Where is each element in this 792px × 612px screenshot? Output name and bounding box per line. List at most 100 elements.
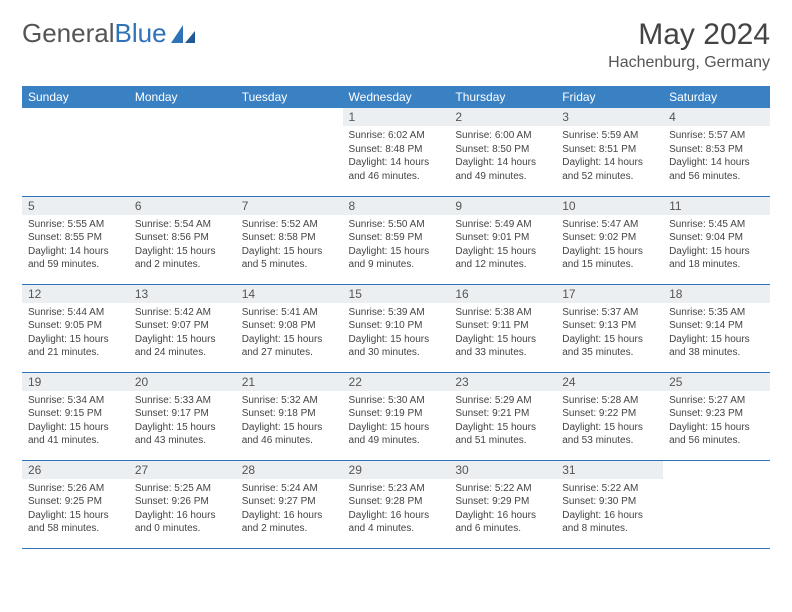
day-number: 28 (236, 461, 343, 479)
daylight-text: Daylight: 14 hours and 56 minutes. (669, 156, 764, 183)
calendar-cell: 18Sunrise: 5:35 AMSunset: 9:14 PMDayligh… (663, 284, 770, 372)
calendar-cell: 3Sunrise: 5:59 AMSunset: 8:51 PMDaylight… (556, 108, 663, 196)
sunset-text: Sunset: 9:25 PM (28, 495, 123, 509)
daylight-text: Daylight: 15 hours and 56 minutes. (669, 421, 764, 448)
calendar-cell: 8Sunrise: 5:50 AMSunset: 8:59 PMDaylight… (343, 196, 450, 284)
day-details: Sunrise: 5:33 AMSunset: 9:17 PMDaylight:… (129, 391, 236, 451)
daylight-text: Daylight: 15 hours and 30 minutes. (349, 333, 444, 360)
daylight-text: Daylight: 14 hours and 59 minutes. (28, 245, 123, 272)
sunrise-text: Sunrise: 5:22 AM (455, 482, 550, 496)
day-details: Sunrise: 5:55 AMSunset: 8:55 PMDaylight:… (22, 215, 129, 275)
day-number: 12 (22, 285, 129, 303)
sunset-text: Sunset: 8:56 PM (135, 231, 230, 245)
sunset-text: Sunset: 8:48 PM (349, 143, 444, 157)
weekday-header: Tuesday (236, 86, 343, 108)
sunset-text: Sunset: 8:53 PM (669, 143, 764, 157)
sunrise-text: Sunrise: 5:49 AM (455, 218, 550, 232)
sunrise-text: Sunrise: 5:24 AM (242, 482, 337, 496)
sunset-text: Sunset: 8:58 PM (242, 231, 337, 245)
calendar-cell: 23Sunrise: 5:29 AMSunset: 9:21 PMDayligh… (449, 372, 556, 460)
sunrise-text: Sunrise: 5:34 AM (28, 394, 123, 408)
calendar-row: 5Sunrise: 5:55 AMSunset: 8:55 PMDaylight… (22, 196, 770, 284)
sunset-text: Sunset: 8:50 PM (455, 143, 550, 157)
sunrise-text: Sunrise: 5:57 AM (669, 129, 764, 143)
day-details: Sunrise: 5:39 AMSunset: 9:10 PMDaylight:… (343, 303, 450, 363)
sunrise-text: Sunrise: 5:59 AM (562, 129, 657, 143)
calendar-cell: 9Sunrise: 5:49 AMSunset: 9:01 PMDaylight… (449, 196, 556, 284)
calendar-table: SundayMondayTuesdayWednesdayThursdayFrid… (22, 86, 770, 549)
day-details: Sunrise: 5:59 AMSunset: 8:51 PMDaylight:… (556, 126, 663, 186)
day-number: 2 (449, 108, 556, 126)
calendar-body: ......1Sunrise: 6:02 AMSunset: 8:48 PMDa… (22, 108, 770, 548)
day-details: Sunrise: 5:25 AMSunset: 9:26 PMDaylight:… (129, 479, 236, 539)
daylight-text: Daylight: 15 hours and 41 minutes. (28, 421, 123, 448)
daylight-text: Daylight: 15 hours and 9 minutes. (349, 245, 444, 272)
sunrise-text: Sunrise: 5:45 AM (669, 218, 764, 232)
sunrise-text: Sunrise: 5:29 AM (455, 394, 550, 408)
title-block: May 2024 Hachenburg, Germany (608, 18, 770, 72)
day-number: 19 (22, 373, 129, 391)
daylight-text: Daylight: 15 hours and 12 minutes. (455, 245, 550, 272)
day-details: Sunrise: 5:26 AMSunset: 9:25 PMDaylight:… (22, 479, 129, 539)
sunrise-text: Sunrise: 5:32 AM (242, 394, 337, 408)
day-details: Sunrise: 5:41 AMSunset: 9:08 PMDaylight:… (236, 303, 343, 363)
sunrise-text: Sunrise: 5:52 AM (242, 218, 337, 232)
weekday-header: Saturday (663, 86, 770, 108)
weekday-header: Friday (556, 86, 663, 108)
day-details: Sunrise: 5:54 AMSunset: 8:56 PMDaylight:… (129, 215, 236, 275)
daylight-text: Daylight: 16 hours and 8 minutes. (562, 509, 657, 536)
calendar-cell: 31Sunrise: 5:22 AMSunset: 9:30 PMDayligh… (556, 460, 663, 548)
location: Hachenburg, Germany (608, 54, 770, 72)
daylight-text: Daylight: 15 hours and 27 minutes. (242, 333, 337, 360)
day-details: Sunrise: 5:22 AMSunset: 9:29 PMDaylight:… (449, 479, 556, 539)
day-details: Sunrise: 5:30 AMSunset: 9:19 PMDaylight:… (343, 391, 450, 451)
sunrise-text: Sunrise: 5:38 AM (455, 306, 550, 320)
day-number: 18 (663, 285, 770, 303)
sunrise-text: Sunrise: 5:37 AM (562, 306, 657, 320)
sunset-text: Sunset: 9:26 PM (135, 495, 230, 509)
day-details: Sunrise: 5:57 AMSunset: 8:53 PMDaylight:… (663, 126, 770, 186)
day-number: 9 (449, 197, 556, 215)
sunrise-text: Sunrise: 5:39 AM (349, 306, 444, 320)
calendar-cell: 4Sunrise: 5:57 AMSunset: 8:53 PMDaylight… (663, 108, 770, 196)
calendar-cell: 20Sunrise: 5:33 AMSunset: 9:17 PMDayligh… (129, 372, 236, 460)
calendar-row: 26Sunrise: 5:26 AMSunset: 9:25 PMDayligh… (22, 460, 770, 548)
daylight-text: Daylight: 15 hours and 15 minutes. (562, 245, 657, 272)
sunrise-text: Sunrise: 5:44 AM (28, 306, 123, 320)
daylight-text: Daylight: 15 hours and 46 minutes. (242, 421, 337, 448)
calendar-cell: 12Sunrise: 5:44 AMSunset: 9:05 PMDayligh… (22, 284, 129, 372)
calendar-cell: 16Sunrise: 5:38 AMSunset: 9:11 PMDayligh… (449, 284, 556, 372)
sunrise-text: Sunrise: 5:28 AM (562, 394, 657, 408)
sunset-text: Sunset: 9:18 PM (242, 407, 337, 421)
day-number: 10 (556, 197, 663, 215)
daylight-text: Daylight: 15 hours and 24 minutes. (135, 333, 230, 360)
sunset-text: Sunset: 9:08 PM (242, 319, 337, 333)
sunrise-text: Sunrise: 6:00 AM (455, 129, 550, 143)
day-details: Sunrise: 5:45 AMSunset: 9:04 PMDaylight:… (663, 215, 770, 275)
sunset-text: Sunset: 9:14 PM (669, 319, 764, 333)
calendar-cell: 7Sunrise: 5:52 AMSunset: 8:58 PMDaylight… (236, 196, 343, 284)
daylight-text: Daylight: 16 hours and 2 minutes. (242, 509, 337, 536)
weekday-header: Wednesday (343, 86, 450, 108)
day-details: Sunrise: 5:52 AMSunset: 8:58 PMDaylight:… (236, 215, 343, 275)
weekday-header: Thursday (449, 86, 556, 108)
sunset-text: Sunset: 9:10 PM (349, 319, 444, 333)
day-details: Sunrise: 5:22 AMSunset: 9:30 PMDaylight:… (556, 479, 663, 539)
daylight-text: Daylight: 15 hours and 49 minutes. (349, 421, 444, 448)
day-number: 31 (556, 461, 663, 479)
calendar-cell: 24Sunrise: 5:28 AMSunset: 9:22 PMDayligh… (556, 372, 663, 460)
day-number: 23 (449, 373, 556, 391)
day-number: 25 (663, 373, 770, 391)
day-number: 13 (129, 285, 236, 303)
logo: GeneralBlue (22, 18, 197, 49)
sunset-text: Sunset: 8:59 PM (349, 231, 444, 245)
sunset-text: Sunset: 8:51 PM (562, 143, 657, 157)
calendar-cell: 27Sunrise: 5:25 AMSunset: 9:26 PMDayligh… (129, 460, 236, 548)
calendar-head: SundayMondayTuesdayWednesdayThursdayFrid… (22, 86, 770, 108)
sunset-text: Sunset: 9:27 PM (242, 495, 337, 509)
daylight-text: Daylight: 15 hours and 58 minutes. (28, 509, 123, 536)
day-details: Sunrise: 5:23 AMSunset: 9:28 PMDaylight:… (343, 479, 450, 539)
sunset-text: Sunset: 9:05 PM (28, 319, 123, 333)
calendar-cell: 22Sunrise: 5:30 AMSunset: 9:19 PMDayligh… (343, 372, 450, 460)
sunrise-text: Sunrise: 5:55 AM (28, 218, 123, 232)
